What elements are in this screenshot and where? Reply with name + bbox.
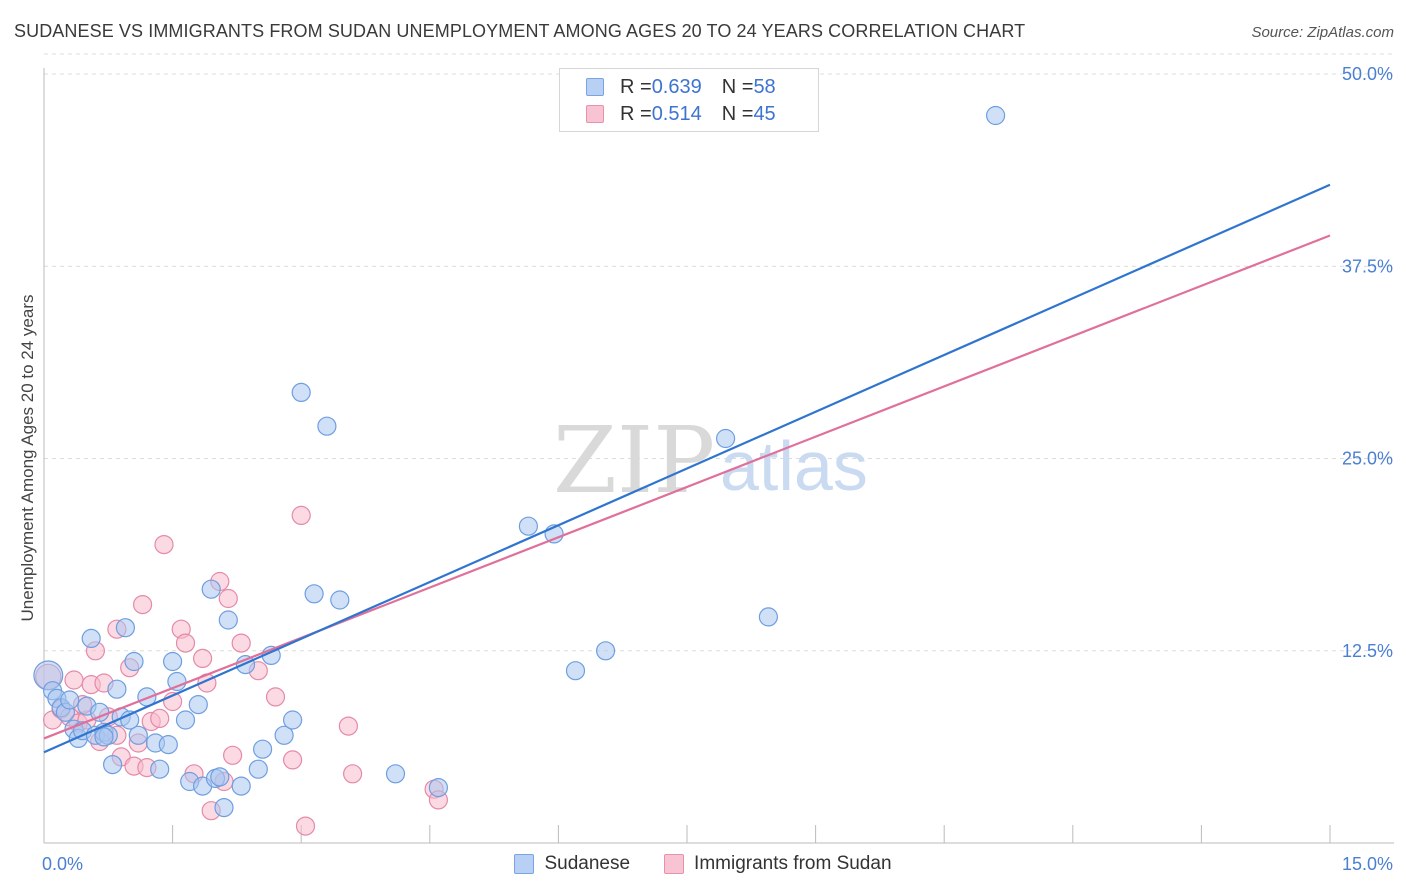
- sudanese-point-44: [330, 590, 350, 610]
- immigrants-point-17: [133, 594, 153, 615]
- immigrants-point-35: [295, 816, 316, 836]
- tick-labels: 12.5% 25.0% 37.5% 50.0% 0.0% 15.0%: [42, 64, 1393, 874]
- stats-legend: R = 0.639 N = 58 R = 0.514 N = 45: [559, 68, 819, 132]
- sudanese-point-15: [102, 754, 123, 775]
- x-tick-label-max: 15.0%: [1342, 854, 1393, 874]
- sudanese-point-26: [167, 671, 187, 692]
- sudanese-point-43: [304, 584, 324, 604]
- chart-title: SUDANESE VS IMMIGRANTS FROM SUDAN UNEMPL…: [14, 21, 1026, 41]
- immigrants-point-30: [223, 745, 243, 765]
- sudanese-point-37: [248, 759, 268, 779]
- sudanese-point-47: [518, 516, 539, 536]
- y-tick-label-3: 50.0%: [1342, 64, 1393, 84]
- immigrants-point-31: [231, 633, 251, 653]
- y-tick-label-2: 37.5%: [1342, 256, 1393, 276]
- series-legend: Sudanese Immigrants from Sudan: [0, 852, 1406, 876]
- immigrants-point-37: [343, 764, 363, 784]
- sudanese-point-35: [231, 776, 251, 796]
- grid-lines: [44, 53, 1394, 652]
- sudanese-trend-line: [43, 183, 1331, 754]
- y-tick-label-0: 12.5%: [1342, 641, 1393, 661]
- r-value: 0.639: [651, 75, 702, 98]
- immigrants-point-23: [175, 633, 196, 653]
- r-label: R =: [620, 102, 652, 125]
- legend-label-immigrants: Immigrants from Sudan: [694, 853, 892, 874]
- sudanese-point-45: [385, 764, 406, 784]
- sudanese-point-42: [317, 416, 337, 436]
- sudanese-point-40: [283, 710, 303, 730]
- legend-swatch-sudanese: [514, 854, 535, 874]
- watermark-zip: ZIP: [553, 407, 715, 514]
- immigrants-point-4: [64, 670, 84, 690]
- legend-item-sudanese[interactable]: Sudanese: [514, 853, 630, 875]
- immigrants-point-33: [265, 687, 286, 707]
- sudanese-point-34: [218, 610, 238, 630]
- sudanese-point-41: [291, 382, 311, 402]
- sudanese-point-32: [210, 767, 230, 787]
- n-value: 58: [753, 75, 776, 98]
- sudanese-point-18: [115, 618, 136, 638]
- immigrants-point-25: [193, 648, 213, 669]
- r-value: 0.514: [651, 102, 702, 125]
- immigrants-point-20: [154, 534, 174, 555]
- sudanese-point-51: [715, 428, 736, 449]
- stats-row-immigrants: R = 0.514 N = 45: [586, 101, 776, 127]
- sudanese-point-19: [124, 651, 144, 672]
- immigrants-point-44: [283, 750, 303, 770]
- sudanese-point-36: [235, 654, 256, 675]
- n-label: N =: [721, 102, 754, 125]
- trend-lines: [43, 183, 1331, 754]
- n-label: N =: [721, 75, 754, 98]
- immigrants-trend-line: [43, 234, 1331, 740]
- sudanese-point-53: [985, 105, 1006, 126]
- sudanese-point-25: [163, 651, 183, 672]
- watermark-atlas: atlas: [720, 427, 868, 505]
- stats-row-sudanese: R = 0.639 N = 58: [586, 74, 776, 100]
- sudanese-point-5: [60, 690, 80, 710]
- sudanese-point-10: [81, 628, 101, 649]
- sudanese-point-55: [188, 694, 208, 715]
- watermark: ZIP atlas: [553, 407, 868, 514]
- sudanese-point-33: [214, 797, 234, 818]
- sudanese-point-23: [150, 759, 170, 779]
- r-label: R =: [620, 75, 652, 98]
- sudanese-point-46: [428, 777, 448, 798]
- immigrants-point-29: [218, 588, 238, 609]
- legend-label-sudanese: Sudanese: [544, 853, 631, 874]
- legend-swatch-sudanese: [586, 78, 604, 96]
- source-label: Source: ZipAtlas.com: [1251, 24, 1394, 41]
- x-tick-label-min: 0.0%: [42, 854, 83, 874]
- immigrants-point-36: [338, 716, 358, 736]
- sudanese-point-27: [175, 710, 196, 730]
- sudanese-point-56: [253, 739, 273, 759]
- immigrants-point-19: [150, 708, 170, 729]
- sudanese-point-54: [94, 727, 114, 747]
- sudanese-point-39: [274, 725, 294, 745]
- sudanese-point-50: [595, 641, 616, 661]
- sudanese-point-49: [565, 661, 586, 681]
- n-value: 45: [753, 102, 776, 125]
- sudanese-point-52: [758, 607, 779, 627]
- immigrants-point-34: [291, 505, 311, 526]
- legend-swatch-immigrants: [586, 105, 604, 123]
- sudanese-point-20: [128, 725, 148, 745]
- sudanese-point-16: [107, 679, 127, 699]
- legend-item-immigrants[interactable]: Immigrants from Sudan: [664, 853, 892, 875]
- sudanese-point-24: [158, 734, 178, 755]
- data-points: [33, 105, 1006, 836]
- legend-swatch-immigrants: [664, 854, 685, 874]
- sudanese-point-30: [201, 579, 221, 599]
- y-tick-label-1: 25.0%: [1342, 449, 1393, 469]
